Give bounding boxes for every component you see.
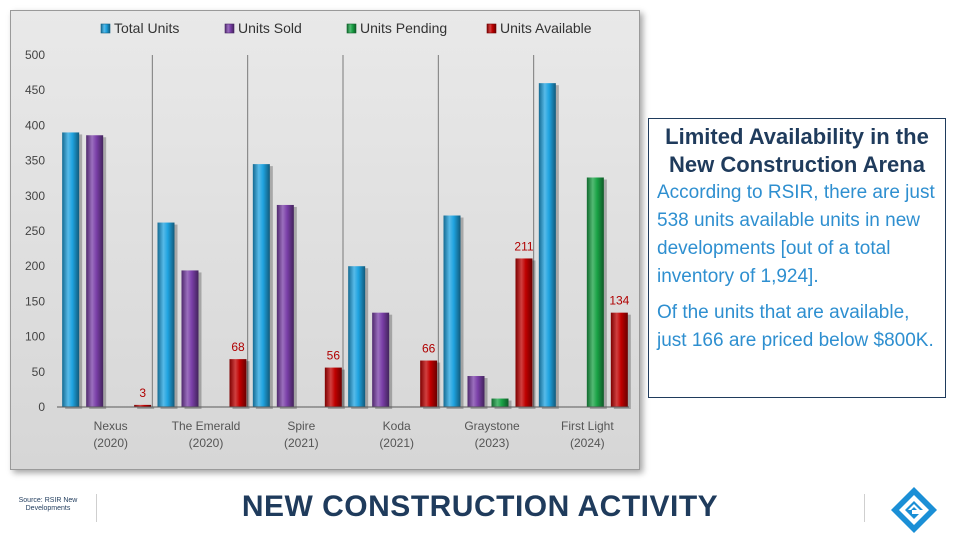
x-category-year: (2023) [475,436,510,450]
bar-units-available [420,360,438,407]
legend-label: Units Pending [360,20,447,36]
info-paragraph-2: Of the units that are available, just 16… [657,302,934,351]
x-category-label: Koda [383,419,411,433]
bar-total-units [252,164,270,407]
bar-units-available [610,312,628,407]
bar-total-units [348,266,366,407]
legend-label: Total Units [114,20,179,36]
legend-swatch [486,23,497,34]
bar-units-sold [181,270,199,407]
bar-units-sold [276,204,294,407]
legend-swatch [224,23,235,34]
data-label: 68 [231,340,245,354]
y-tick-label: 350 [25,154,45,168]
bar-chart: 0 50 100 150 200 250 300 350 400 450 500 3 Nexus (202… [25,20,631,450]
bar-total-units [62,132,80,407]
bar-units-available [229,359,247,407]
data-label: 56 [327,349,341,363]
legend-swatch [100,23,111,34]
y-tick-label: 150 [25,294,45,308]
bar-units-sold [372,312,390,407]
y-tick-label: 250 [25,224,45,238]
legend-label: Units Sold [238,20,302,36]
data-label: 211 [514,239,533,253]
x-category-label: Graystone [464,419,520,433]
brand-logo-icon [891,487,937,533]
info-title: Limited Availability in the New Construc… [665,124,929,177]
source-note: Source: RSIR New Developments [18,497,78,512]
data-label: 3 [139,386,146,400]
bar-units-pending [586,177,604,407]
bar-units-sold [467,376,485,407]
bar-units-sold [86,135,104,408]
bar-units-available [515,258,533,407]
chart-panel: 0 50 100 150 200 250 300 350 400 450 500 3 Nexus (202… [10,10,640,470]
bar-units-available [324,367,342,407]
info-box: Limited Availability in the New Construc… [648,118,946,398]
x-category-year: (2021) [284,436,319,450]
bar-shadow [137,406,155,409]
legend-label: Units Available [500,20,592,36]
y-tick-label: 500 [25,48,45,62]
bar-total-units [538,83,556,407]
legend-swatch [346,23,357,34]
y-tick-label: 100 [25,330,45,344]
y-tick-label: 0 [38,400,45,414]
x-category-label: Nexus [94,419,128,433]
x-category-label: First Light [561,419,614,433]
bar-units-available [134,404,152,407]
bar-total-units [157,222,175,407]
y-tick-label: 50 [32,365,46,379]
x-category-label: The Emerald [172,419,241,433]
footer-divider-left [96,494,97,522]
y-tick-label: 450 [25,83,45,97]
data-label: 66 [422,342,436,356]
y-tick-label: 300 [25,189,45,203]
x-category-year: (2021) [379,436,414,450]
y-tick-label: 200 [25,259,45,273]
page-title: NEW CONSTRUCTION ACTIVITY [241,490,719,523]
x-category-year: (2024) [570,436,605,450]
x-category-label: Spire [287,419,315,433]
bar-total-units [443,215,461,407]
footer-divider-right [864,494,865,522]
x-category-year: (2020) [189,436,224,450]
info-paragraph-1: According to RSIR, there are just 538 un… [657,182,935,287]
data-label: 134 [609,294,629,308]
y-tick-label: 400 [25,118,45,132]
bar-units-pending [491,398,509,407]
x-category-year: (2020) [93,436,128,450]
